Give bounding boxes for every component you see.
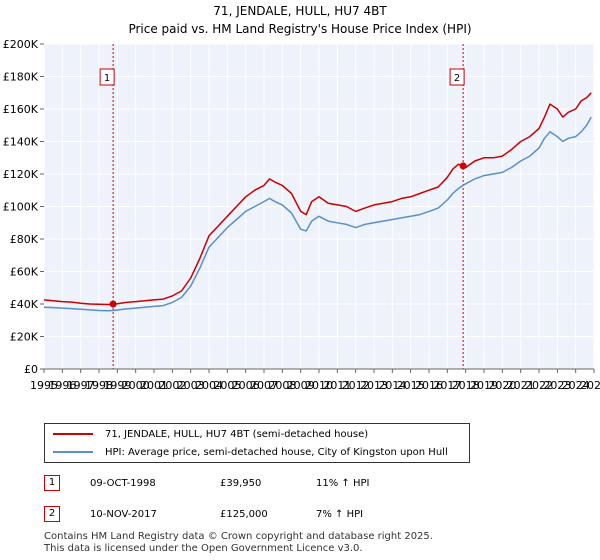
sale-hpi-1: 11% ↑ HPI	[316, 478, 370, 489]
x-tick-label: 1999	[103, 379, 131, 392]
x-tick-label: 2008	[268, 379, 296, 392]
legend-swatch-hpi	[53, 451, 93, 453]
x-tick-label: 2006	[232, 379, 260, 392]
legend: 71, JENDALE, HULL, HU7 4BT (semi-detache…	[44, 423, 470, 463]
x-tick-label: 2013	[360, 379, 388, 392]
y-tick-label: £160K	[3, 103, 39, 116]
y-axis: £0 £20K £40K £60K £80K £100K £120K £140K £160K £1…	[3, 38, 44, 376]
sale-points	[109, 162, 467, 308]
sale-date-2: 10-NOV-2017	[90, 509, 157, 520]
sale-point	[109, 300, 117, 308]
sale-price-1: £39,950	[220, 478, 262, 489]
x-tick-label: 2024	[562, 379, 590, 392]
x-axis: 1995199619971998199920002001200220032004…	[30, 369, 600, 392]
x-tick-label: 2016	[415, 379, 443, 392]
series-lines	[43, 92, 592, 312]
x-tick-label: 2012	[342, 379, 370, 392]
x-tick-label: 2010	[305, 379, 333, 392]
y-tick-label: £100K	[3, 201, 39, 214]
x-tick-label: 2018	[452, 379, 480, 392]
x-tick-label: 2011	[323, 379, 351, 392]
y-tick-label: £20K	[10, 331, 39, 344]
sale-price-2: £125,000	[220, 509, 268, 520]
y-tick-label: £40K	[10, 298, 39, 311]
x-tick-label: 2021	[507, 379, 535, 392]
x-tick-label: 2019	[470, 379, 498, 392]
x-tick-label: 2009	[287, 379, 315, 392]
y-tick-label: £80K	[10, 233, 39, 246]
grid-lines	[43, 43, 595, 370]
x-tick-label: 2001	[140, 379, 168, 392]
y-tick-label: £140K	[3, 136, 39, 149]
sale-marker-box	[449, 68, 465, 86]
legend-item-property: 71, JENDALE, HULL, HU7 4BT (semi-detache…	[53, 427, 368, 443]
x-tick-label: 2003	[177, 379, 205, 392]
sale-badge-2: 2	[44, 506, 60, 522]
sale-point	[459, 162, 467, 170]
x-tick-label: 1998	[85, 379, 113, 392]
x-tick-label: 2017	[433, 379, 461, 392]
sale-marker-box	[99, 68, 115, 86]
legend-item-hpi: HPI: Average price, semi-detached house,…	[53, 445, 448, 461]
x-tick-label: 2004	[195, 379, 223, 392]
footer-copyright: Contains HM Land Registry data © Crown c…	[44, 531, 433, 542]
chart-subtitle: Price paid vs. HM Land Registry's House …	[128, 22, 472, 36]
series-line-hpi	[43, 116, 592, 312]
y-tick-label: £60K	[10, 266, 39, 279]
chart-title: 71, JENDALE, HULL, HU7 4BT	[213, 4, 387, 18]
sale-marker-label: 2	[454, 73, 460, 84]
sale-hpi-2: 7% ↑ HPI	[316, 509, 364, 520]
legend-label-property: 71, JENDALE, HULL, HU7 4BT (semi-detache…	[105, 429, 369, 440]
y-tick-label: £200K	[3, 38, 39, 51]
sale-badge-1: 1	[44, 475, 60, 491]
footer-licence: This data is licensed under the Open Gov…	[44, 543, 363, 554]
y-tick-label: £0	[24, 363, 38, 376]
x-tick-label: 2025	[580, 379, 600, 392]
legend-label-hpi: HPI: Average price, semi-detached house,…	[105, 447, 448, 458]
x-tick-label: 2000	[122, 379, 150, 392]
sale-date-1: 09-OCT-1998	[90, 478, 156, 489]
x-tick-label: 1996	[48, 379, 76, 392]
y-tick-label: £120K	[3, 168, 39, 181]
series-line-property	[43, 92, 592, 306]
x-tick-label: 2023	[543, 379, 571, 392]
x-tick-label: 2020	[488, 379, 516, 392]
x-tick-label: 2014	[378, 379, 406, 392]
x-tick-label: 1995	[30, 379, 58, 392]
legend-swatch-property	[53, 433, 93, 435]
x-tick-label: 2005	[213, 379, 241, 392]
x-tick-label: 2007	[250, 379, 278, 392]
sale-marker-label: 1	[104, 73, 110, 84]
y-tick-label: £180K	[3, 71, 39, 84]
x-tick-label: 2002	[158, 379, 186, 392]
x-tick-label: 2015	[397, 379, 425, 392]
x-tick-label: 1997	[67, 379, 95, 392]
x-tick-label: 2022	[525, 379, 553, 392]
